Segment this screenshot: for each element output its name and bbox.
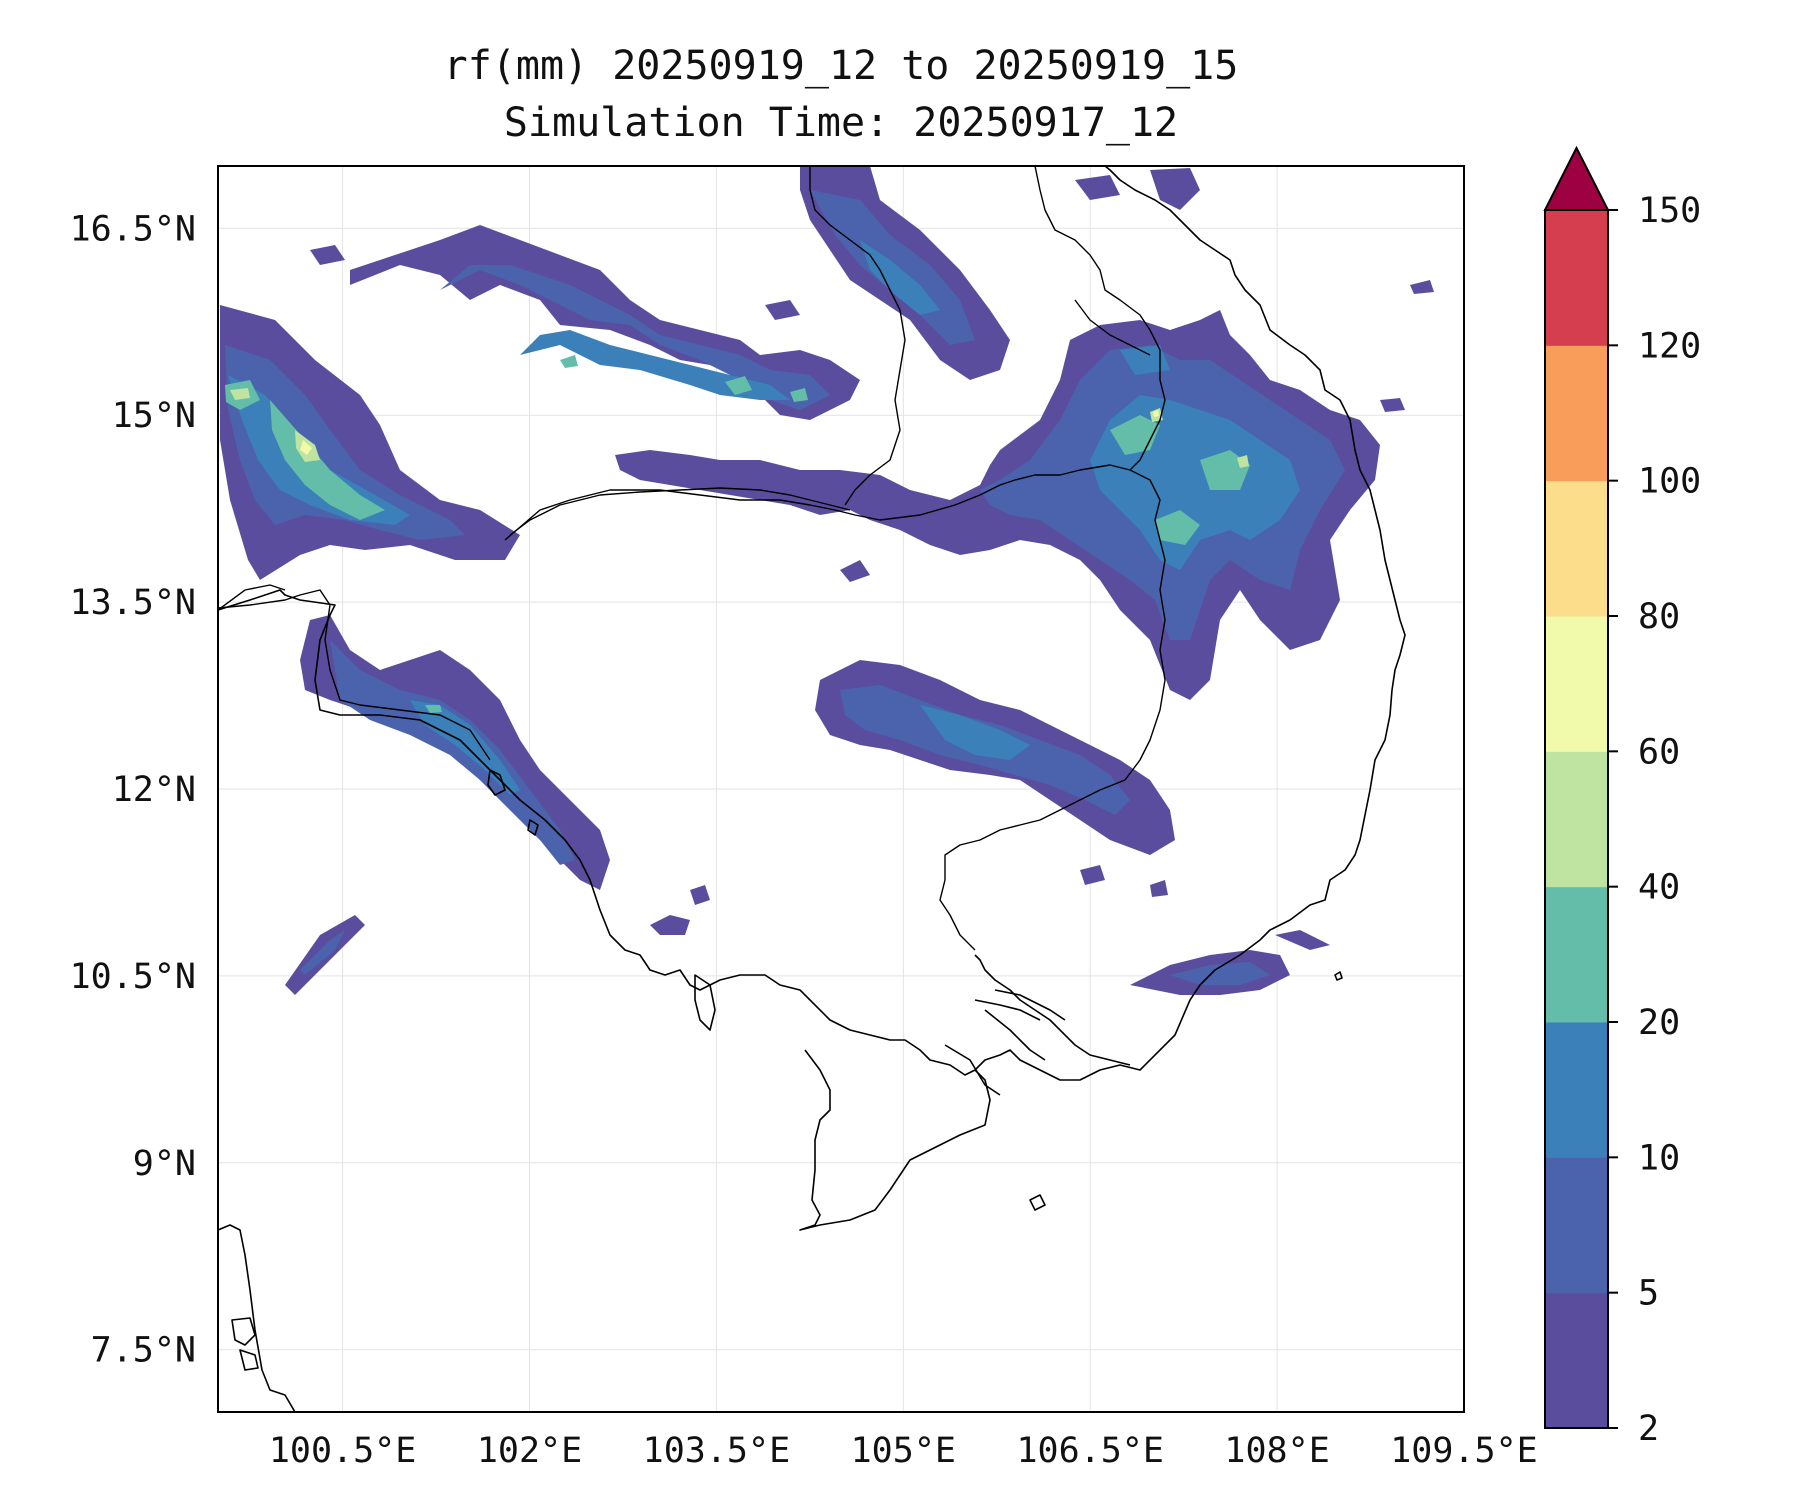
colorbar-tick-label: 60 xyxy=(1638,732,1680,772)
rain-region-laos-3 xyxy=(860,240,940,315)
colorbar-tick-label: 5 xyxy=(1638,1274,1659,1314)
rain-cell-6 xyxy=(1410,280,1434,294)
lon-tick-label: 102°E xyxy=(477,1431,582,1471)
phu-quoc xyxy=(694,974,716,1031)
thailand-cambodia-border xyxy=(218,589,491,761)
colorbar-segment xyxy=(1545,210,1608,346)
colorbar-tick-label: 150 xyxy=(1638,191,1701,231)
map-panel[interactable] xyxy=(217,165,1465,1413)
lat-tick-label: 9°N xyxy=(133,1144,196,1184)
colorbar-tick-label: 20 xyxy=(1638,1003,1680,1043)
rain-region-nw-4 xyxy=(270,400,385,520)
rain-region-east-peak xyxy=(1153,410,1159,417)
lat-tick-label: 15°N xyxy=(112,396,196,436)
malay-peninsula xyxy=(218,1224,296,1412)
thailand-laos-border xyxy=(218,487,851,611)
rain-cell-4 xyxy=(1150,880,1168,897)
colorbar-frame xyxy=(1544,209,1609,1429)
colorbar-segment xyxy=(1545,1022,1608,1158)
country-borders xyxy=(218,166,1166,951)
rain-region-east-6 xyxy=(1155,510,1200,545)
rain-region-se-2 xyxy=(1170,962,1270,985)
rainfall-contours xyxy=(220,166,1434,995)
colorbar-segment xyxy=(1545,345,1608,482)
thailand-laos-mekong xyxy=(809,166,906,506)
rain-cell-9 xyxy=(1075,175,1120,200)
rain-region-north-core-3 xyxy=(560,355,578,368)
lat-tick-label: 12°N xyxy=(112,770,196,810)
laos-vietnam-border xyxy=(1034,166,1166,471)
rain-region-north-3 xyxy=(520,330,790,400)
rain-region-coast-2 xyxy=(330,640,575,865)
lat-tick-label: 16.5°N xyxy=(70,209,196,249)
lon-tick-label: 106.5°E xyxy=(1016,1431,1164,1471)
rain-cell-12 xyxy=(1120,345,1170,375)
laos-internal-border xyxy=(1074,299,1151,356)
colorbar-tick-label: 80 xyxy=(1638,597,1680,637)
rain-region-nw-peak xyxy=(300,440,312,455)
lon-axis: 100.5°E 102°E 103.5°E 105°E 106.5°E 108°E 109.… xyxy=(269,1431,1538,1471)
title-line-1: rf(mm) 20250919_12 to 20250919_15 xyxy=(444,43,1239,89)
lon-tick-label: 103.5°E xyxy=(643,1431,791,1471)
colorbar-tick-label: 100 xyxy=(1638,462,1701,502)
vietnam-south-coast xyxy=(974,954,1131,1066)
rain-cell-7 xyxy=(1380,398,1405,412)
rain-region-coast-4 xyxy=(425,705,442,713)
lat-axis: 16.5°N 15°N 13.5°N 12°N 10.5°N 9°N 7.5°N xyxy=(70,209,196,1370)
lat-tick-label: 7.5°N xyxy=(91,1331,196,1371)
rain-cell-8 xyxy=(1150,168,1200,210)
colorbar-tick-label: 2 xyxy=(1638,1409,1659,1449)
con-son-island xyxy=(1029,1194,1046,1211)
samui-island xyxy=(231,1317,259,1371)
rain-cell-2 xyxy=(690,885,710,905)
lon-tick-label: 109.5°E xyxy=(1390,1431,1538,1471)
thailand-gulf-coast xyxy=(218,166,1406,1081)
colorbar: 2 5 10 20 40 60 80 100 120 150 xyxy=(1543,145,1701,1449)
rain-region-gulf-2 xyxy=(300,930,345,975)
delta-islands xyxy=(944,989,1066,1096)
title-line-2: Simulation Time: 20250917_12 xyxy=(504,100,1178,146)
rain-cell-1 xyxy=(650,915,690,935)
lon-tick-label: 108°E xyxy=(1224,1431,1329,1471)
colorbar-segment xyxy=(1545,616,1608,752)
rain-region-se-3 xyxy=(1275,930,1330,950)
rain-region-north-core-2 xyxy=(790,388,808,402)
colorbar-segment xyxy=(1545,480,1608,617)
rain-region-nw-sw-core-2 xyxy=(230,388,250,400)
colorbar-segment xyxy=(1545,751,1608,888)
colorbar-segment xyxy=(1545,1292,1608,1429)
rain-region-north-core xyxy=(725,376,752,395)
colorbar-tick-label: 40 xyxy=(1638,868,1680,908)
lat-tick-label: 13.5°N xyxy=(70,583,196,623)
colorbar-segment xyxy=(1545,886,1608,1023)
rain-region-east-5 xyxy=(1200,450,1250,490)
rain-region-north-2 xyxy=(440,265,830,410)
lon-tick-label: 105°E xyxy=(851,1431,956,1471)
rain-cell-10 xyxy=(310,245,345,265)
colorbar-tick-label: 10 xyxy=(1638,1138,1680,1178)
rain-cell-3 xyxy=(1080,865,1105,885)
coastlines xyxy=(218,166,1406,1412)
mekong-delta-coast xyxy=(799,1049,991,1231)
colorbar-tick-label: 120 xyxy=(1638,326,1701,366)
small-island-se xyxy=(1334,971,1343,981)
lat-tick-label: 10.5°N xyxy=(70,957,196,997)
rain-cell-11 xyxy=(765,300,800,320)
koh-kong-islands xyxy=(487,769,539,836)
rain-cell-5 xyxy=(840,560,870,582)
lon-tick-label: 100.5°E xyxy=(269,1431,417,1471)
rain-region-east-core-2 xyxy=(1237,455,1249,468)
rain-region-cambodia-3 xyxy=(920,705,1030,760)
colorbar-extend-arrow xyxy=(1543,145,1610,211)
map-frame xyxy=(217,165,1465,1413)
cambodia-laos-vietnam-border xyxy=(504,464,1166,951)
colorbar-segment xyxy=(1545,1157,1608,1294)
